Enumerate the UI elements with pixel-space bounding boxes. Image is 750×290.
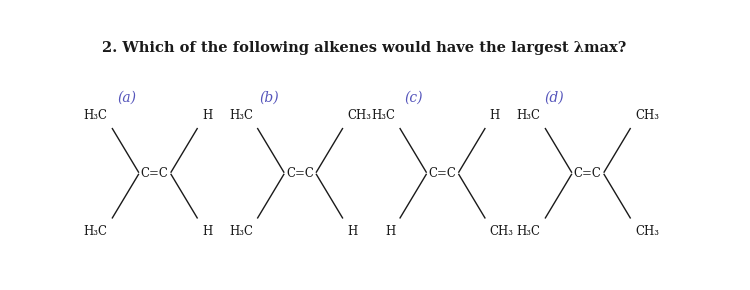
Text: C=C: C=C [574,167,602,180]
Text: (c): (c) [405,90,423,104]
Text: H: H [202,224,212,238]
Text: H₃C: H₃C [517,224,541,238]
Text: H: H [202,109,212,122]
Text: (d): (d) [544,90,564,104]
Text: C=C: C=C [428,167,457,180]
Text: CH₃: CH₃ [635,109,659,122]
Text: H₃C: H₃C [371,109,395,122]
Text: CH₃: CH₃ [635,224,659,238]
Text: H: H [347,224,358,238]
Text: H: H [386,224,395,238]
Text: H₃C: H₃C [84,224,108,238]
Text: C=C: C=C [286,167,314,180]
Text: H₃C: H₃C [517,109,541,122]
Text: C=C: C=C [141,167,169,180]
Text: (a): (a) [117,90,136,104]
Text: (b): (b) [260,90,279,104]
Text: 2. Which of the following alkenes would have the largest λmax?: 2. Which of the following alkenes would … [103,41,627,55]
Text: CH₃: CH₃ [347,109,371,122]
Text: H₃C: H₃C [84,109,108,122]
Text: H₃C: H₃C [229,109,253,122]
Text: CH₃: CH₃ [490,224,514,238]
Text: H₃C: H₃C [229,224,253,238]
Text: H: H [490,109,500,122]
